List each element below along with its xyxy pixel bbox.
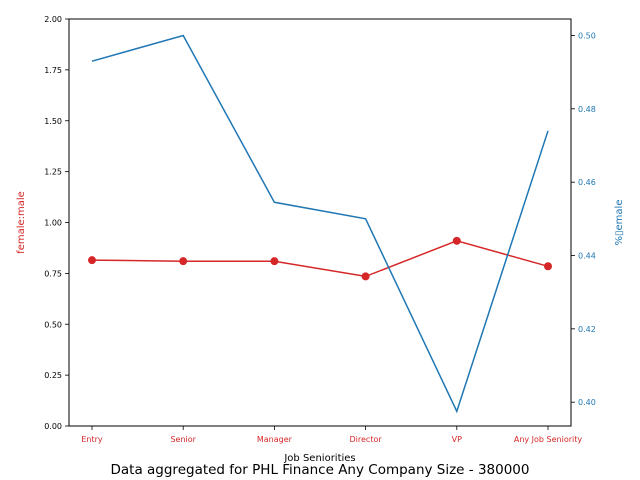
right-tick-label: 0.50 xyxy=(578,32,596,41)
left-tick-label: 0.75 xyxy=(44,269,62,278)
x-axis-label: Job Seniorities xyxy=(283,453,355,464)
left-tick-label: 0.25 xyxy=(44,371,62,380)
chart-caption: Data aggregated for PHL Finance Any Comp… xyxy=(110,462,530,478)
plot-frame xyxy=(68,18,572,427)
x-tick-label: Manager xyxy=(257,435,293,444)
x-tick-label: VP xyxy=(452,435,462,444)
right-axis-label: %▯emale xyxy=(614,200,625,246)
right-tick-label: 0.42 xyxy=(578,325,596,334)
left-tick-label: 1.00 xyxy=(44,219,62,228)
right-tick-label: 0.48 xyxy=(578,105,596,114)
left-tick-label: 0.00 xyxy=(44,422,62,431)
left-tick-label: 1.50 xyxy=(44,117,62,126)
right-tick-label: 0.40 xyxy=(578,398,596,407)
x-axis-ticks: Entry Senior Manager Director VP Any Job Seni… xyxy=(81,426,582,444)
right-axis-ticks: 0.40 0.42 0.44 0.46 0.48 0.50 xyxy=(571,32,596,407)
x-tick-label: Any Job Seniority xyxy=(514,435,583,444)
female-male-ratio-point xyxy=(452,236,461,245)
female-male-ratio-line xyxy=(91,240,549,278)
x-tick-label: Entry xyxy=(81,435,103,444)
left-tick-label: 2.00 xyxy=(44,15,62,24)
left-axis-ticks: 0.00 0.25 0.50 0.75 1.00 1.25 1.50 1.75 2.00 xyxy=(44,15,69,431)
x-tick-label: Senior xyxy=(170,435,196,444)
female-male-ratio-point xyxy=(179,257,188,266)
percent-female-line xyxy=(91,34,549,414)
right-tick-label: 0.44 xyxy=(578,252,596,261)
female-male-ratio-point xyxy=(544,262,552,271)
female-male-ratio-point xyxy=(270,257,279,266)
female-male-ratio-point xyxy=(361,272,370,281)
left-tick-label: 0.50 xyxy=(44,320,62,329)
right-tick-label: 0.46 xyxy=(578,178,596,187)
left-tick-label: 1.75 xyxy=(44,66,62,75)
x-tick-label: Director xyxy=(350,435,383,444)
left-tick-label: 1.25 xyxy=(44,168,62,177)
left-axis-label: female:male xyxy=(16,191,27,254)
series-layer xyxy=(88,34,552,414)
female-male-ratio-point xyxy=(88,256,96,265)
